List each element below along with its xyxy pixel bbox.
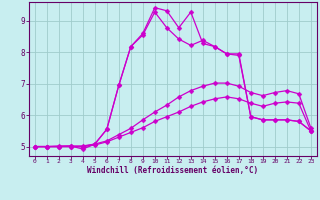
X-axis label: Windchill (Refroidissement éolien,°C): Windchill (Refroidissement éolien,°C) bbox=[87, 166, 258, 175]
